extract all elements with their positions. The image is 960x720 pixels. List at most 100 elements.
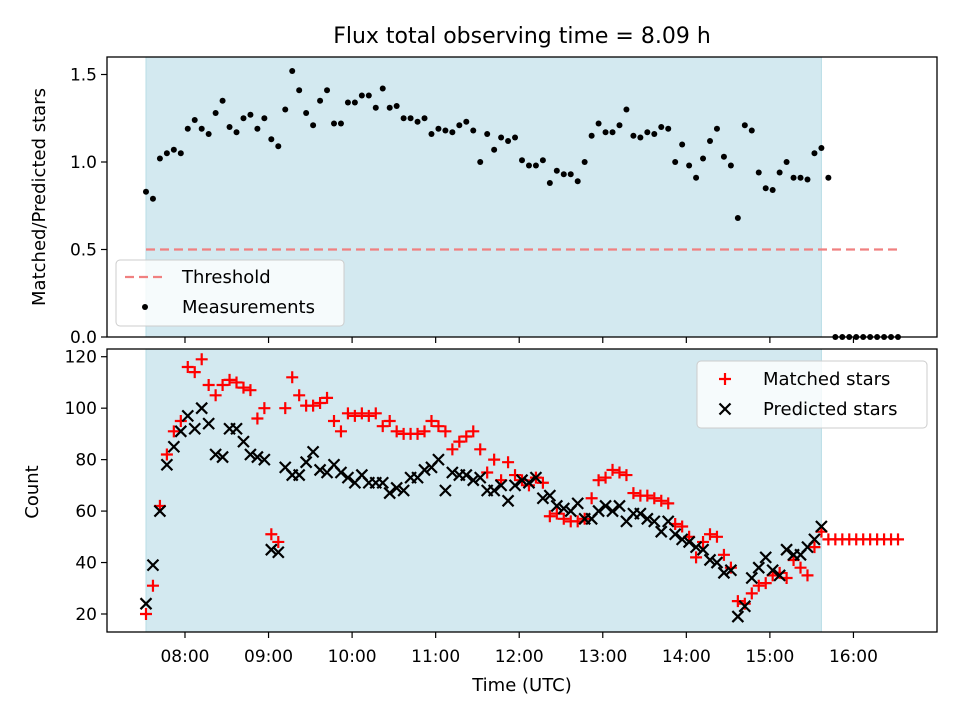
matched-star-point — [641, 489, 654, 502]
measurement-point — [337, 120, 344, 127]
measurement-point — [310, 122, 317, 129]
predicted-star-point — [745, 571, 759, 585]
measurement-point — [734, 215, 741, 221]
predicted-star-point — [759, 551, 772, 564]
matched-star-point — [648, 492, 661, 505]
matched-star-point — [327, 415, 340, 428]
predicted-star-point — [668, 527, 682, 541]
predicted-star-point — [258, 453, 271, 466]
predicted-star-point — [696, 543, 710, 556]
predicted-star-point — [752, 561, 766, 574]
matched-star-point — [662, 497, 675, 510]
predicted-star-point — [146, 558, 160, 572]
measurement-point — [532, 162, 539, 169]
matched-star-point — [731, 595, 744, 608]
measurement-point — [240, 115, 247, 122]
measurement-point — [797, 174, 804, 181]
predicted-star-point — [731, 610, 745, 623]
measurement-point — [679, 141, 686, 148]
y-tick-label: 1.0 — [70, 153, 97, 173]
predicted-star-point — [515, 473, 529, 487]
measurement-point — [289, 68, 296, 74]
matched-star-point — [627, 487, 640, 500]
count-legend: Matched stars Predicted stars — [696, 360, 928, 429]
measurement-point — [519, 157, 525, 164]
measurement-point — [261, 115, 268, 122]
matched-star-point — [167, 425, 180, 438]
matched-star-point — [321, 391, 334, 404]
ratio-legend-box — [115, 259, 345, 327]
measurement-point — [296, 87, 303, 94]
matched-star-point — [418, 425, 431, 438]
predicted-star-point — [202, 417, 215, 430]
x-tick-label: 13:00 — [578, 647, 627, 667]
matched-star-point — [209, 389, 222, 402]
measurement-point — [811, 150, 818, 157]
measurement-point — [163, 150, 170, 157]
predicted-star-point — [265, 543, 278, 556]
measurement-point — [644, 129, 651, 136]
predicted-star-point — [390, 481, 403, 495]
matched-star-point — [237, 381, 250, 394]
measurement-point — [602, 129, 609, 136]
predicted-star-point — [780, 543, 793, 556]
measurement-point — [226, 124, 233, 130]
matched-star-point — [230, 376, 243, 389]
predicted-star-point — [808, 533, 821, 546]
matched-star-point — [188, 366, 201, 379]
predicted-star-point — [383, 486, 396, 500]
measurement-point — [156, 155, 163, 162]
measurement-point — [616, 122, 623, 129]
matched-star-point — [801, 569, 814, 582]
ratio-panel: Flux total observing time = 8.09 h Match… — [29, 24, 938, 348]
predicted-star-point — [508, 479, 522, 492]
matched-star-point — [481, 466, 494, 479]
x-tick-label: 16:00 — [829, 647, 878, 667]
matched-legend-swatch — [719, 373, 731, 385]
y-tick-label: 20 — [75, 605, 97, 625]
measurement-point — [700, 155, 707, 162]
measurement-point — [727, 162, 734, 169]
matched-star-point — [759, 577, 772, 590]
matched-star-point — [181, 361, 194, 374]
measurement-point — [484, 131, 491, 137]
measurement-point — [407, 115, 414, 122]
y-tick-label: 60 — [75, 502, 97, 522]
x-tick-label: 14:00 — [662, 647, 711, 667]
measurements-legend-swatch — [142, 304, 148, 310]
y-tick-label: 0.0 — [70, 328, 97, 348]
measurement-point — [783, 159, 790, 165]
measurement-point — [268, 136, 275, 143]
count-plot-area: 20 40 60 80 100 120 08:00 09:00 10:00 11:00 12:00 1… — [65, 348, 938, 667]
predicted-star-point — [529, 471, 543, 484]
measurement-point — [609, 129, 616, 136]
measurement-point — [470, 127, 477, 134]
predicted-star-point — [724, 563, 738, 577]
matched-star-point — [334, 425, 347, 438]
predicted-star-point — [376, 476, 390, 490]
predicted-star-point — [606, 504, 619, 518]
predicted-star-point — [251, 450, 264, 464]
predicted-star-point — [766, 563, 779, 577]
predicted-legend-label: Predicted stars — [763, 399, 897, 420]
matched-star-point — [745, 587, 758, 600]
x-axis-label: Time (UTC) — [471, 675, 572, 696]
measurement-point — [428, 131, 435, 137]
predicted-star-point — [487, 484, 501, 497]
measurement-point — [170, 146, 177, 153]
measurement-point — [623, 106, 630, 113]
measurement-point — [442, 127, 449, 134]
predicted-star-point — [571, 497, 584, 510]
matched-star-point — [251, 412, 264, 425]
measurement-point — [142, 188, 149, 195]
matched-star-point — [717, 548, 730, 561]
predicted-star-point — [188, 422, 202, 436]
predicted-star-point — [641, 512, 654, 526]
predicted-star-point — [557, 502, 571, 515]
measurement-point — [512, 134, 519, 141]
matched-legend-label: Matched stars — [763, 369, 890, 390]
matched-star-point — [202, 379, 215, 392]
predicted-star-point — [550, 499, 564, 513]
predicted-star-point — [153, 504, 167, 518]
measurement-point — [574, 178, 581, 185]
